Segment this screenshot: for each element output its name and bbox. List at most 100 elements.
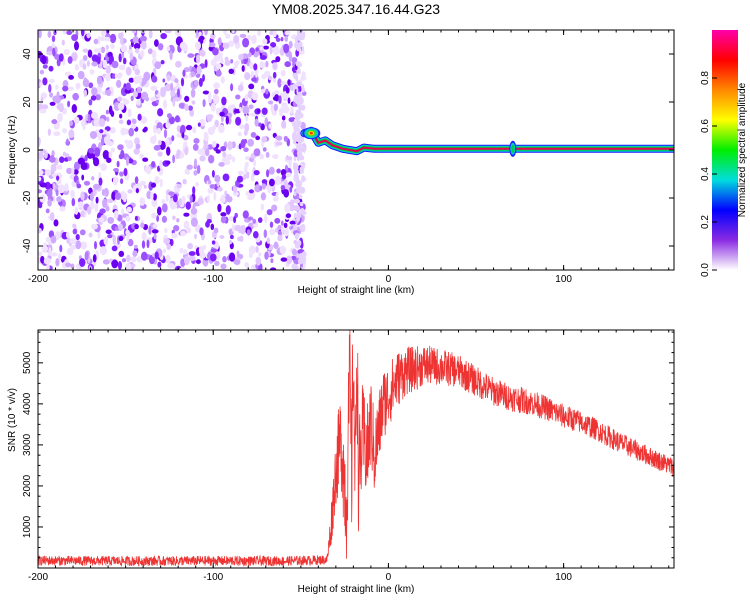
noise-speckle	[293, 156, 297, 162]
noise-speckle	[50, 235, 57, 244]
noise-speckle	[220, 76, 225, 84]
noise-speckle	[192, 203, 196, 213]
noise-speckle	[270, 42, 277, 48]
colorbar-ticks: 0.0 0.2 0.4 0.6 0.8	[700, 71, 717, 277]
noise-speckle	[207, 180, 212, 185]
noise-speckle	[183, 249, 188, 255]
noise-speckle	[199, 155, 206, 162]
noise-speckle	[107, 234, 113, 239]
noise-speckle	[253, 148, 261, 157]
noise-speckle	[233, 35, 240, 44]
noise-speckle	[123, 168, 128, 177]
noise-speckle	[261, 179, 268, 184]
noise-speckle	[232, 191, 239, 196]
noise-speckle	[171, 232, 178, 239]
noise-speckle	[197, 148, 204, 155]
noise-speckle	[242, 106, 250, 115]
noise-speckle	[150, 191, 154, 201]
noise-speckle	[240, 139, 246, 149]
noise-speckle	[118, 223, 123, 232]
noise-speckle	[259, 46, 264, 51]
noise-speckle	[239, 225, 246, 235]
noise-speckle	[183, 255, 190, 266]
noise-speckle	[294, 198, 301, 204]
noise-speckle	[105, 73, 111, 82]
noise-speckle	[56, 175, 60, 181]
noise-speckle	[39, 108, 47, 114]
noise-speckle	[150, 135, 157, 145]
noise-speckle	[296, 69, 301, 75]
noise-speckle	[140, 222, 145, 229]
noise-speckle	[220, 263, 227, 270]
noise-speckle	[91, 87, 98, 96]
noise-speckle	[154, 61, 162, 70]
noise-speckle	[206, 219, 212, 224]
noise-speckle	[42, 64, 48, 69]
noise-speckle	[93, 38, 99, 45]
noise-speckle	[157, 139, 162, 146]
noise-speckle	[163, 248, 167, 254]
noise-speckle	[231, 224, 236, 233]
noise-speckle	[261, 107, 268, 115]
noise-speckle	[202, 90, 210, 95]
noise-speckle	[83, 180, 91, 186]
noise-speckle	[301, 175, 305, 183]
noise-speckle	[193, 158, 198, 168]
noise-speckle	[243, 173, 247, 180]
noise-speckle	[222, 173, 230, 182]
noise-speckle	[109, 127, 116, 134]
noise-speckle	[87, 49, 93, 58]
noise-speckle	[116, 79, 122, 88]
noise-speckle	[71, 167, 75, 176]
noise-speckle	[290, 199, 295, 204]
noise-speckle	[49, 92, 54, 98]
noise-speckle	[43, 150, 48, 159]
noise-speckle	[59, 156, 65, 163]
noise-speckle	[137, 74, 143, 84]
noise-speckle	[187, 53, 195, 58]
noise-speckle	[90, 95, 97, 101]
noise-speckle	[38, 189, 43, 194]
noise-speckle	[134, 176, 139, 185]
noise-speckle	[272, 45, 280, 56]
noise-speckle	[52, 183, 56, 190]
noise-speckle	[178, 198, 182, 206]
noise-speckle	[211, 170, 215, 178]
noise-speckle	[291, 248, 298, 256]
noise-speckle	[100, 30, 107, 37]
noise-speckle	[135, 143, 141, 150]
noise-speckle	[290, 106, 294, 115]
noise-speckle	[44, 169, 52, 176]
noise-speckle	[174, 78, 179, 84]
noise-speckle	[269, 267, 277, 270]
noise-speckle	[253, 170, 260, 176]
noise-speckle	[124, 262, 132, 270]
noise-speckle	[63, 48, 70, 56]
noise-speckle	[295, 242, 301, 249]
noise-speckle	[274, 94, 280, 102]
noise-speckle	[157, 206, 162, 216]
noise-speckle	[207, 194, 210, 203]
noise-speckle	[184, 95, 190, 102]
noise-speckle	[222, 256, 227, 263]
noise-speckle	[71, 52, 78, 62]
noise-speckle	[245, 191, 251, 197]
noise-speckle	[266, 237, 270, 244]
noise-speckle	[108, 151, 113, 159]
noise-speckle	[234, 61, 239, 69]
noise-speckle	[156, 215, 160, 222]
noise-speckle	[285, 87, 290, 94]
noise-speckle	[80, 241, 88, 250]
noise-speckle	[176, 184, 182, 189]
noise-speckle	[174, 84, 178, 92]
noise-speckle	[295, 74, 299, 82]
noise-speckle	[117, 102, 125, 111]
noise-speckle	[195, 181, 200, 187]
noise-speckle	[184, 104, 189, 112]
noise-speckle	[178, 102, 185, 109]
noise-speckle	[262, 147, 267, 152]
noise-speckle	[48, 246, 52, 256]
noise-speckle	[141, 232, 147, 241]
noise-speckle	[295, 36, 298, 44]
noise-speckle	[172, 154, 176, 164]
